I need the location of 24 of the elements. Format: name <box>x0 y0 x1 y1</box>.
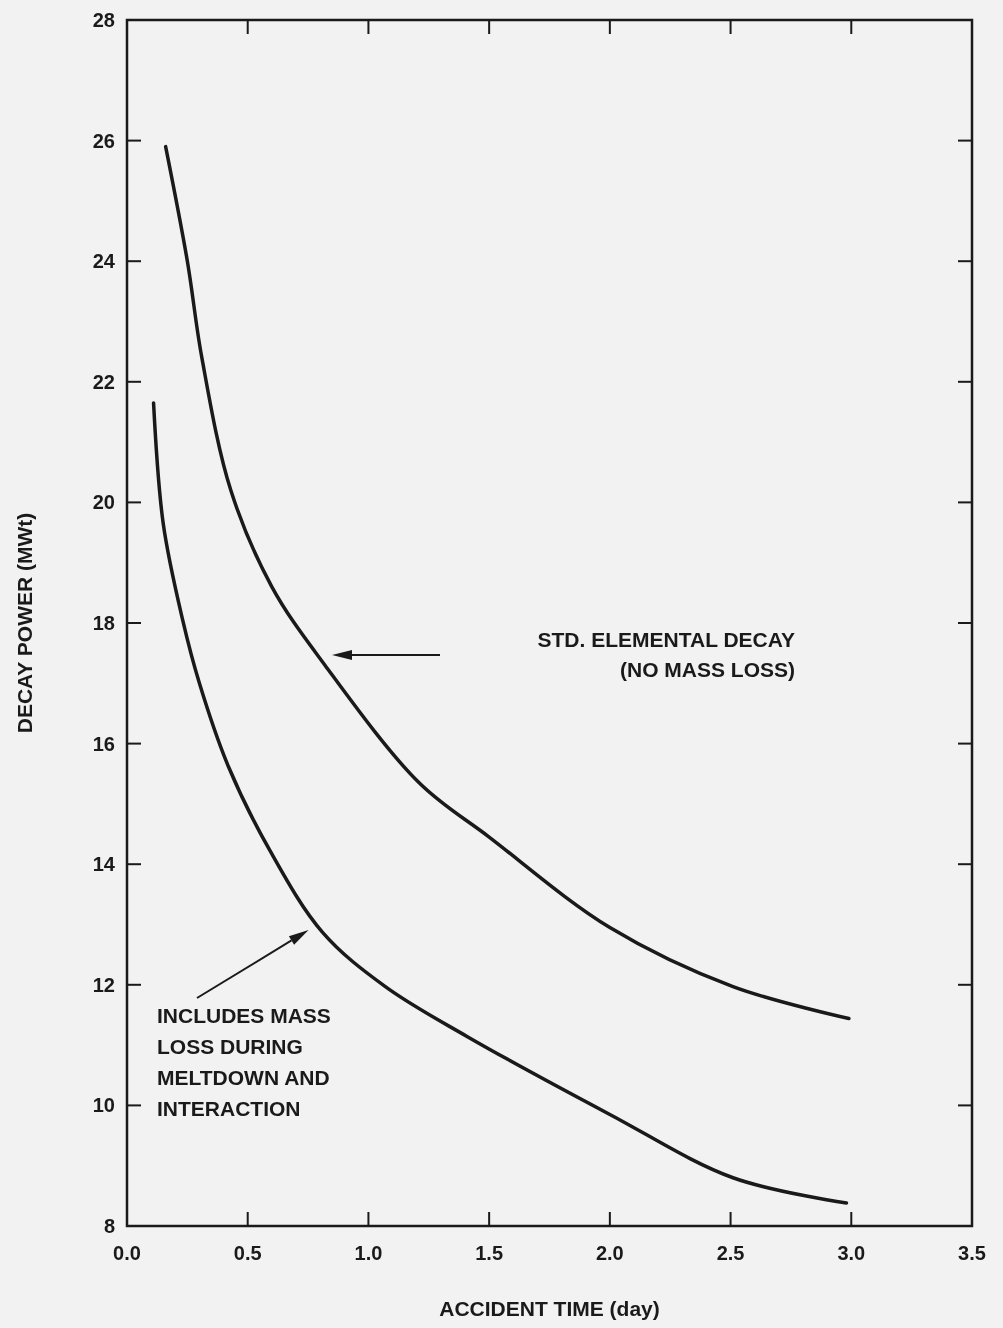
y-tick-label: 26 <box>92 129 115 152</box>
x-tick-label: 3.5 <box>958 1242 986 1264</box>
annotation: STD. ELEMENTAL DECAY (NO MASS LOSS) <box>537 628 795 681</box>
x-tick-label: 0.5 <box>233 1242 262 1264</box>
x-tick-label: 1.5 <box>475 1242 504 1264</box>
y-tick-label: 8 <box>103 1215 115 1237</box>
x-tick-label: 2.5 <box>716 1242 745 1264</box>
x-tick-label: 1.0 <box>354 1242 383 1264</box>
y-axis-title: DECAY POWER (MWt) <box>13 512 36 734</box>
y-tick-label: 22 <box>92 370 115 393</box>
y-tick-label: 28 <box>92 9 115 31</box>
y-tick-label: 18 <box>92 612 115 634</box>
y-tick-label: 20 <box>92 491 115 514</box>
x-axis-title: ACCIDENT TIME (day) <box>439 1297 660 1320</box>
x-tick-label: 0.0 <box>113 1242 141 1264</box>
y-tick-label: 10 <box>92 1094 115 1117</box>
x-tick-label: 2.0 <box>595 1242 624 1264</box>
x-tick-label: 3.0 <box>837 1242 866 1264</box>
line-series <box>151 401 849 1205</box>
y-tick-label: 16 <box>92 732 115 755</box>
annotation: INCLUDES MASS LOSS DURING MELTDOWN AND INTERACTION <box>157 1004 331 1120</box>
y-tick-label: 12 <box>92 973 115 996</box>
y-tick-label: 24 <box>92 250 116 273</box>
y-tick-label: 14 <box>92 853 116 876</box>
